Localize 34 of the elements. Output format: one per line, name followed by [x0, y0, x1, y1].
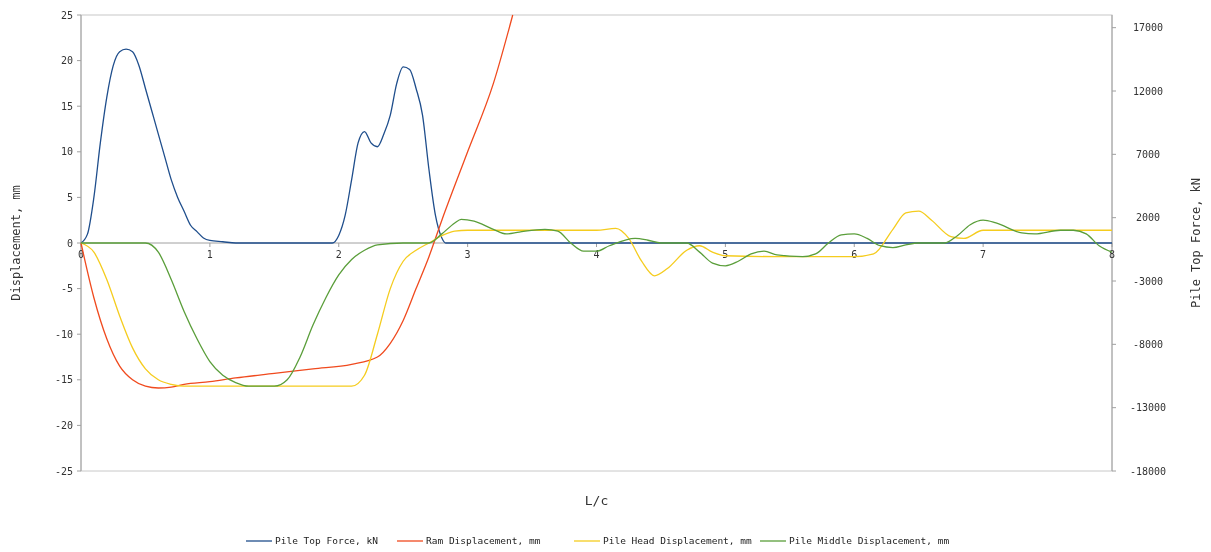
line-series	[80, 14, 514, 389]
y2-tick-label: -3000	[1132, 275, 1164, 287]
x-tick-label: 4	[593, 249, 600, 260]
legend-label: Pile Head Displacement, mm	[603, 535, 752, 547]
y-tick-label: -15	[54, 374, 73, 386]
y2-tick-label: -18000	[1129, 465, 1167, 477]
y2-axis-title: Pile Top Force, kN	[1189, 177, 1203, 309]
legend-label: Ram Displacement, mm	[426, 535, 541, 547]
line-series	[80, 48, 1113, 244]
y2-tick-label: -8000	[1132, 338, 1164, 350]
y-tick-label: 5	[66, 191, 73, 203]
x-tick-label: 1	[206, 249, 213, 260]
legend-label: Pile Top Force, kN	[275, 535, 379, 547]
x-axis-title: L/c	[584, 493, 609, 508]
x-tick-label: 2	[335, 249, 342, 260]
y2-tick-label: 12000	[1132, 85, 1164, 97]
y2-tick-label: 7000	[1135, 148, 1161, 160]
y-tick-label: -5	[60, 283, 73, 295]
y-tick-label: 0	[66, 237, 73, 249]
y2-tick-label: -13000	[1129, 402, 1167, 414]
legend-label: Pile Middle Displacement, mm	[789, 535, 950, 547]
y-tick-label: 10	[60, 146, 73, 158]
y-tick-label: -20	[54, 419, 73, 431]
y-tick-label: -10	[54, 328, 73, 340]
x-tick-label: 0	[77, 249, 85, 260]
y-axis-title: Displacement, mm	[9, 185, 23, 301]
x-tick-label: 7	[980, 249, 987, 260]
y2-tick-label: 17000	[1132, 22, 1164, 34]
y-tick-label: 25	[60, 9, 73, 21]
y-tick-label: 15	[60, 100, 73, 112]
y2-tick-label: 2000	[1135, 212, 1161, 224]
x-tick-label: 3	[464, 249, 471, 260]
y-tick-label: -25	[54, 465, 73, 477]
y-tick-label: 20	[60, 55, 73, 67]
